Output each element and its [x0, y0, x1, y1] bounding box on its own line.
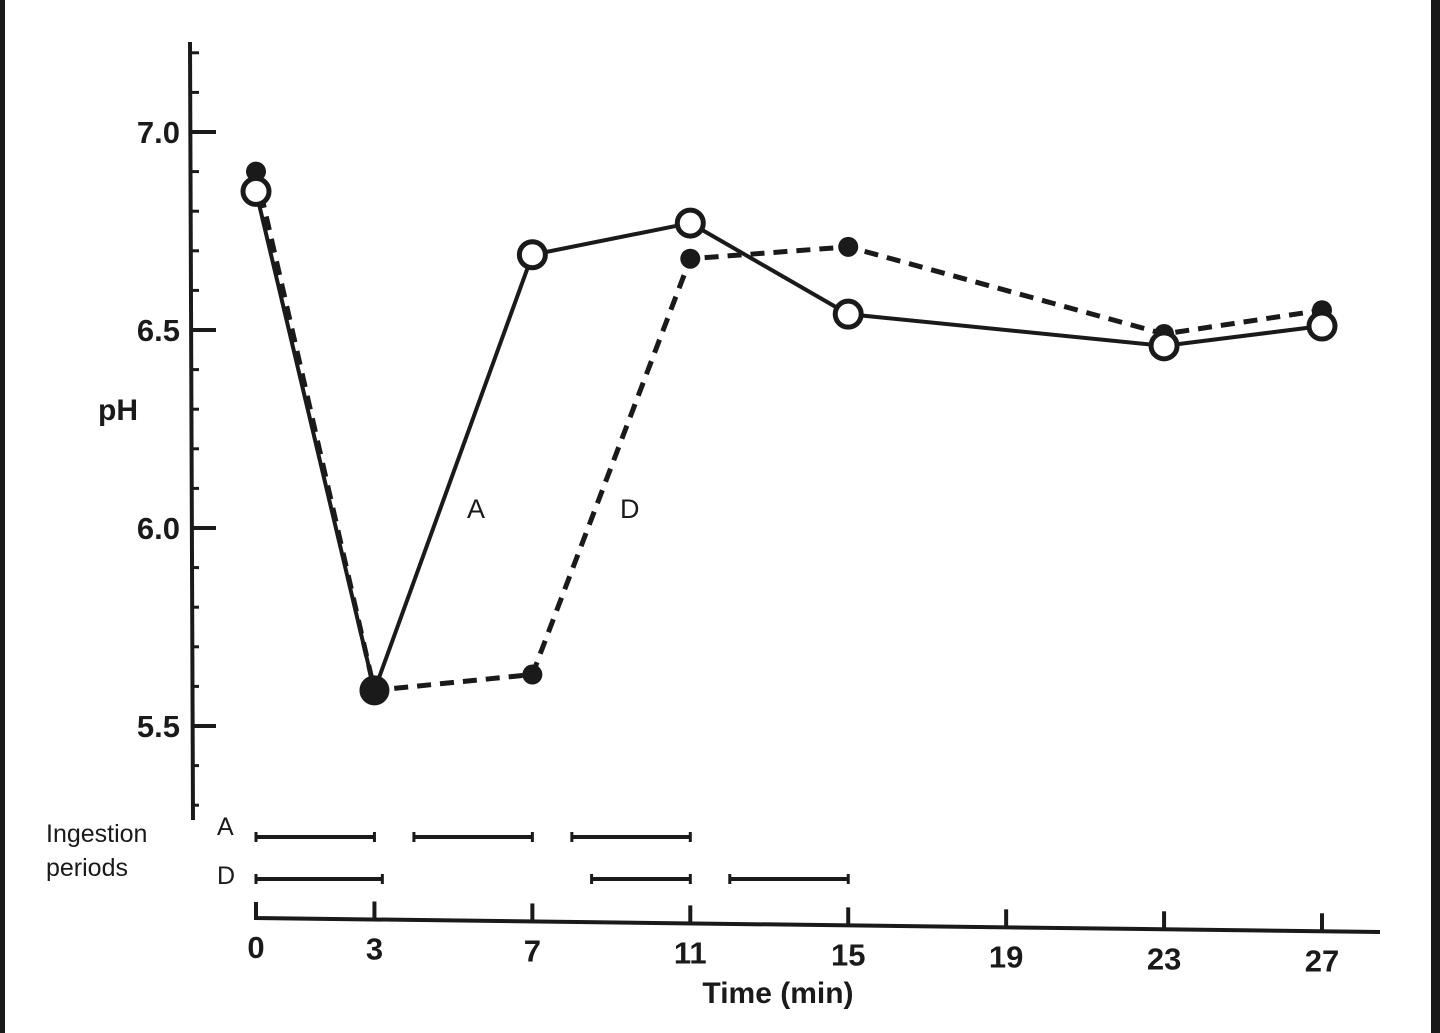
ingestion-label-line1: Ingestion	[46, 820, 147, 848]
y-tick-label: 7.0	[137, 115, 180, 150]
x-tick-label: 11	[674, 935, 707, 970]
x-axis-title: Time (min)	[702, 977, 853, 1010]
x-tick-label: 7	[524, 933, 541, 968]
y-axis: 5.5 6.0 6.5 7.0	[137, 41, 216, 821]
series-d-label: D	[620, 494, 640, 524]
series-a-marker	[1306, 310, 1338, 342]
ingestion-row-a-label: A	[217, 813, 234, 841]
image-border-right	[1431, 0, 1440, 1033]
y-tick-label: 5.5	[137, 709, 180, 744]
series-a-marker	[516, 239, 548, 271]
y-axis-line	[188, 41, 195, 821]
series-d-marker	[246, 161, 266, 182]
x-tick-label: 0	[247, 930, 264, 965]
x-tick-label: 15	[831, 937, 865, 972]
series-a-marker	[674, 207, 706, 239]
series-a-marker	[1148, 330, 1180, 362]
ingestion-periods	[254, 832, 850, 884]
series-a-marker	[832, 298, 864, 330]
y-tick-label: 6.5	[137, 313, 180, 348]
series-d-marker	[680, 248, 701, 269]
data-series	[240, 161, 1338, 706]
series-a-label: A	[467, 494, 485, 524]
series-d-marker	[522, 664, 543, 685]
ingestion-label-line2: periods	[46, 854, 128, 882]
x-tick-label: 27	[1305, 943, 1339, 978]
series-a-marker	[240, 175, 272, 207]
series-d-line	[253, 171, 1323, 694]
ingestion-row-d-label: D	[217, 862, 235, 890]
image-border-left	[0, 0, 5, 1033]
y-axis-title: pH	[98, 394, 138, 427]
series-a-line	[254, 190, 1323, 698]
x-axis: 0 3 7 11 15 19 23 27	[247, 901, 1381, 978]
x-tick-label: 23	[1147, 941, 1181, 976]
x-axis-line	[254, 902, 1381, 934]
x-tick-label: 19	[989, 939, 1023, 974]
series-d-marker	[359, 675, 390, 706]
y-tick-label: 6.0	[137, 511, 180, 546]
x-tick-label: 3	[366, 931, 383, 966]
series-d-marker	[838, 236, 859, 257]
